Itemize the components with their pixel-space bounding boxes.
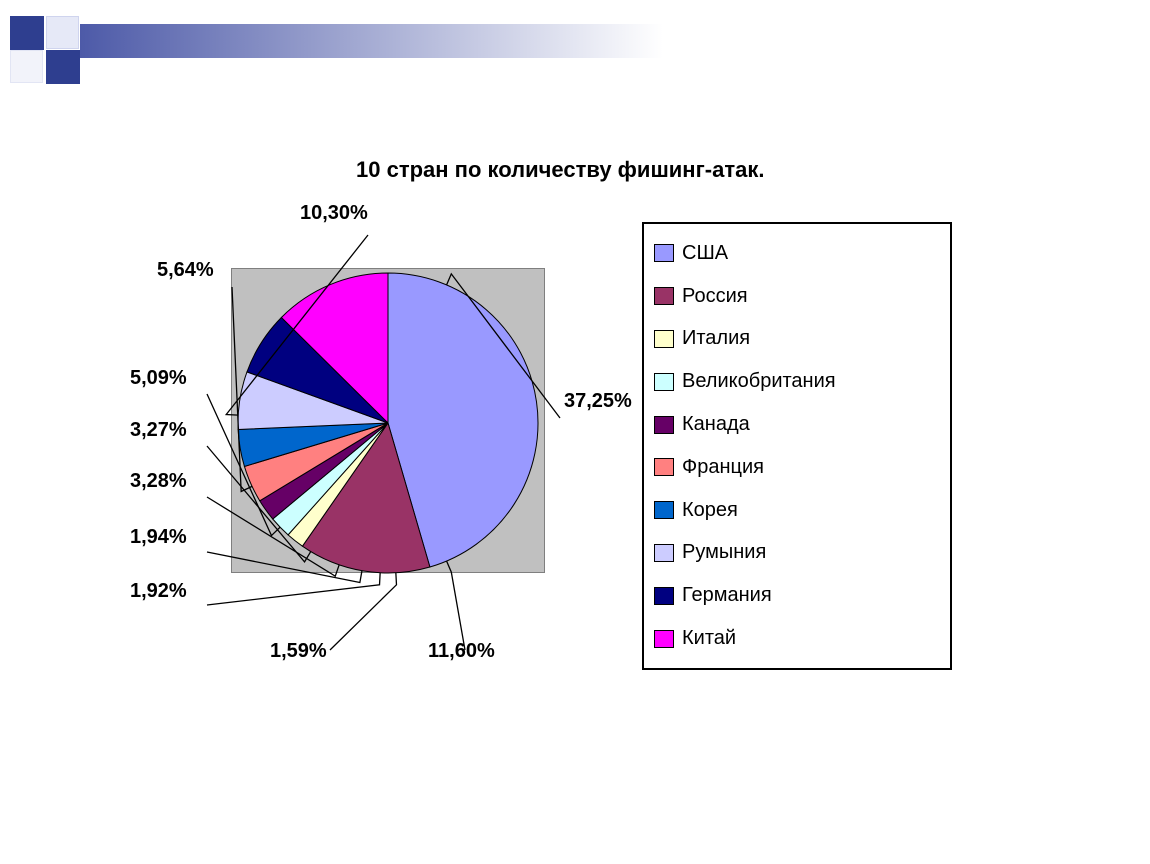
legend: США Россия Италия Великобритания Канада Франц…: [642, 222, 952, 670]
legend-label: Германия: [682, 584, 772, 607]
slice-percent-label: 10,30%: [300, 202, 368, 224]
legend-label: Канада: [682, 413, 750, 436]
legend-item: Великобритания: [654, 370, 940, 393]
slice-percent-label: 5,09%: [130, 367, 187, 389]
legend-item: Румыния: [654, 541, 940, 564]
legend-label: Великобритания: [682, 370, 836, 393]
legend-swatch: [654, 458, 674, 476]
legend-swatch: [654, 544, 674, 562]
slice-percent-label: 3,28%: [130, 470, 187, 492]
legend-swatch: [654, 244, 674, 262]
legend-swatch: [654, 501, 674, 519]
legend-item: Канада: [654, 413, 940, 436]
legend-label: США: [682, 242, 728, 265]
slice-percent-label: 1,94%: [130, 526, 187, 548]
pie-chart-svg: 37,25% 11,60% 1,59% 1,92% 1,94% 3,28% 3,27% 5,0…: [0, 0, 1150, 864]
legend-swatch: [654, 373, 674, 391]
legend-label: Корея: [682, 499, 738, 522]
slice-percent-label: 1,59%: [270, 640, 327, 662]
leader-line: [330, 573, 396, 650]
legend-item: Корея: [654, 499, 940, 522]
slice-percent-label: 1,92%: [130, 580, 187, 602]
legend-swatch: [654, 587, 674, 605]
legend-item: Китай: [654, 627, 940, 650]
legend-item: Германия: [654, 584, 940, 607]
legend-item: Россия: [654, 285, 940, 308]
slide-root: 10 стран по количеству фишинг-атак. 37,2…: [0, 0, 1150, 864]
legend-item: США: [654, 242, 940, 265]
legend-label: Румыния: [682, 541, 766, 564]
legend-swatch: [654, 416, 674, 434]
leader-line: [447, 561, 465, 650]
legend-item: Италия: [654, 327, 940, 350]
legend-label: Россия: [682, 285, 748, 308]
legend-item: Франция: [654, 456, 940, 479]
legend-swatch: [654, 287, 674, 305]
slice-percent-label: 3,27%: [130, 419, 187, 441]
slice-percent-label: 5,64%: [157, 259, 214, 281]
legend-label: Франция: [682, 456, 764, 479]
leader-line: [207, 573, 380, 605]
slice-percent-label: 37,25%: [564, 390, 632, 412]
slice-percent-label: 11,60%: [428, 640, 495, 662]
legend-swatch: [654, 630, 674, 648]
legend-label: Китай: [682, 627, 736, 650]
legend-swatch: [654, 330, 674, 348]
legend-label: Италия: [682, 327, 750, 350]
